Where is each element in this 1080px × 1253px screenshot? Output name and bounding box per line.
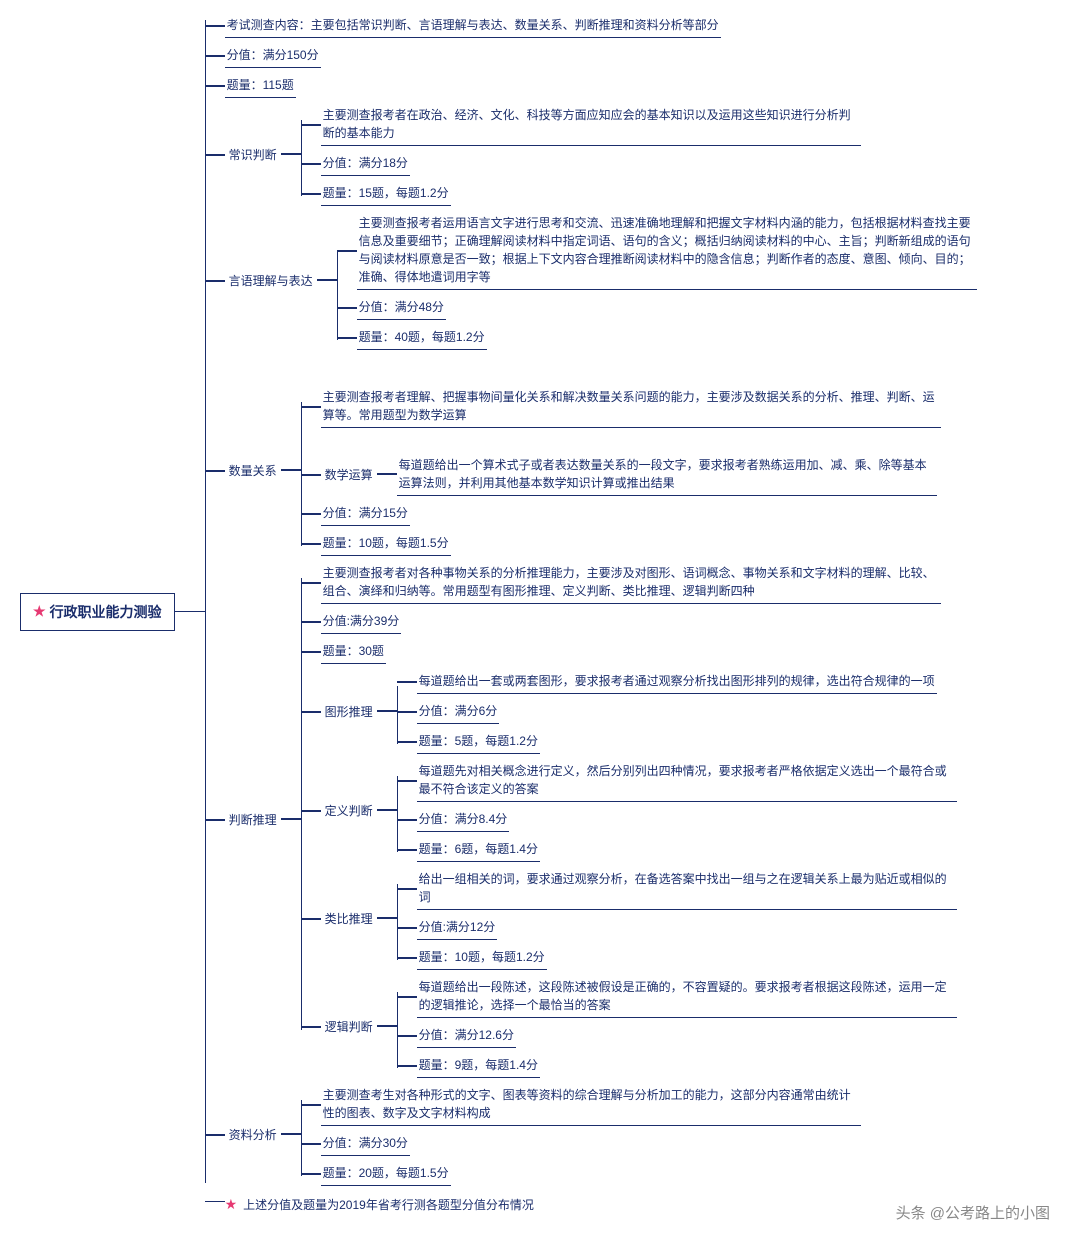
mindmap-root-container: ★ 行政职业能力测验 考试测查内容：主要包括常识判断、言语理解与表达、数量关系、… [20,10,1060,1213]
yanyu-score: 分值：满分48分 [357,294,446,320]
dingyi-desc: 每道题先对相关概念进行定义，然后分别列出四种情况，要求报考者严格依据定义选出一个… [417,758,957,802]
panduan-score: 分值:满分39分 [321,608,402,634]
changshi-children: 主要测查报考者在政治、经济、文化、科技等方面应知应会的基本知识以及运用这些知识进… [301,100,861,208]
shuxue-label: 数学运算 [321,466,377,483]
dingyi-count: 题量：6题，每题1.4分 [417,836,540,862]
total-score: 分值：满分150分 [225,42,321,68]
section-changshi: 常识判断 主要测查报考者在政治、经济、文化、科技等方面应知应会的基本知识以及运用… [225,100,977,208]
changshi-label: 常识判断 [225,146,281,163]
root-label: 行政职业能力测验 [50,602,162,622]
exam-content-row: 考试测查内容：主要包括常识判断、言语理解与表达、数量关系、判断推理和资料分析等部… [225,10,977,40]
leibi-score: 分值:满分12分 [417,914,498,940]
footnote: ★ 上述分值及题量为2019年省考行测各题型分值分布情况 [225,1196,534,1213]
footnote-row: ★ 上述分值及题量为2019年省考行测各题型分值分布情况 [225,1188,977,1213]
luoji-desc: 每道题给出一段陈述，这段陈述被假设是正确的，不容置疑的。要求报考者根据这段陈述，… [417,974,957,1018]
star-icon: ★ [33,603,46,620]
sub-dingyi: 定义判断 每道题先对相关概念进行定义，然后分别列出四种情况，要求报考者严格依据定… [321,756,957,864]
tuxing-desc: 每道题给出一套或两套图形，要求报考者通过观察分析找出图形排列的规律，选出符合规律… [417,668,937,694]
shuliang-score: 分值：满分15分 [321,500,410,526]
panduan-children: 主要测查报考者对各种事物关系的分析推理能力，主要涉及对图形、语词概念、事物关系和… [301,558,957,1080]
sub-leibi: 类比推理 给出一组相关的词，要求通过观察分析，在备选答案中找出一组与之在逻辑关系… [321,864,957,972]
level1-group: 考试测查内容：主要包括常识判断、言语理解与表达、数量关系、判断推理和资料分析等部… [205,10,977,1213]
tuxing-count: 题量：5题，每题1.2分 [417,728,540,754]
section-yanyu: 言语理解与表达 主要测查报考者运用语言文字进行思考和交流、迅速准确地理解和把握文… [225,208,977,352]
ziliao-label: 资料分析 [225,1126,281,1143]
tuxing-score: 分值：满分6分 [417,698,500,724]
shuliang-label: 数量关系 [225,462,281,479]
shuliang-children: 主要测查报考者理解、把握事物间量化关系和解决数量关系问题的能力，主要涉及数据关系… [301,382,941,558]
yanyu-desc: 主要测查报考者运用语言文字进行思考和交流、迅速准确地理解和把握文字材料内涵的能力… [357,210,977,290]
exam-content: 考试测查内容：主要包括常识判断、言语理解与表达、数量关系、判断推理和资料分析等部… [225,12,721,38]
leibi-label: 类比推理 [321,910,377,927]
leibi-count: 题量：10题，每题1.2分 [417,944,547,970]
dingyi-label: 定义判断 [321,802,377,819]
ziliao-children: 主要测查考生对各种形式的文字、图表等资料的综合理解与分析加工的能力，这部分内容通… [301,1080,861,1188]
panduan-label: 判断推理 [225,811,281,828]
section-ziliao: 资料分析 主要测查考生对各种形式的文字、图表等资料的综合理解与分析加工的能力，这… [225,1080,977,1188]
panduan-desc: 主要测查报考者对各种事物关系的分析推理能力，主要涉及对图形、语词概念、事物关系和… [321,560,941,604]
shuliang-sub: 数学运算 每道题给出一个算术式子或者表达数量关系的一段文字，要求报考者熟练运用加… [321,450,941,498]
total-count: 题量：115题 [225,72,296,98]
footnote-text: 上述分值及题量为2019年省考行测各题型分值分布情况 [243,1196,534,1213]
sub-luoji: 逻辑判断 每道题给出一段陈述，这段陈述被假设是正确的，不容置疑的。要求报考者根据… [321,972,957,1080]
luoji-score: 分值：满分12.6分 [417,1022,516,1048]
yanyu-label: 言语理解与表达 [225,272,317,289]
shuxue-desc: 每道题给出一个算术式子或者表达数量关系的一段文字，要求报考者熟练运用加、减、乘、… [397,452,937,496]
changshi-score: 分值：满分18分 [321,150,410,176]
root-connector [175,611,205,613]
luoji-label: 逻辑判断 [321,1018,377,1035]
leibi-desc: 给出一组相关的词，要求通过观察分析，在备选答案中找出一组与之在逻辑关系上最为贴近… [417,866,957,910]
shuliang-count: 题量：10题，每题1.5分 [321,530,451,556]
tuxing-label: 图形推理 [321,703,377,720]
total-count-row: 题量：115题 [225,70,977,100]
sub-tuxing: 图形推理 每道题给出一套或两套图形，要求报考者通过观察分析找出图形排列的规律，选… [321,666,957,756]
changshi-count: 题量：15题，每题1.2分 [321,180,451,206]
luoji-count: 题量：9题，每题1.4分 [417,1052,540,1078]
star-icon: ★ [225,1196,238,1213]
section-shuliang: 数量关系 主要测查报考者理解、把握事物间量化关系和解决数量关系问题的能力，主要涉… [225,382,977,558]
yanyu-count: 题量：40题，每题1.2分 [357,324,487,350]
changshi-desc: 主要测查报考者在政治、经济、文化、科技等方面应知应会的基本知识以及运用这些知识进… [321,102,861,146]
ziliao-desc: 主要测查考生对各种形式的文字、图表等资料的综合理解与分析加工的能力，这部分内容通… [321,1082,861,1126]
shuliang-desc: 主要测查报考者理解、把握事物间量化关系和解决数量关系问题的能力，主要涉及数据关系… [321,384,941,428]
total-score-row: 分值：满分150分 [225,40,977,70]
ziliao-score: 分值：满分30分 [321,1130,410,1156]
yanyu-children: 主要测查报考者运用语言文字进行思考和交流、迅速准确地理解和把握文字材料内涵的能力… [337,208,977,352]
panduan-count: 题量：30题 [321,638,386,664]
dingyi-score: 分值：满分8.4分 [417,806,510,832]
watermark: 头条 @公考路上的小图 [896,1202,1050,1223]
section-panduan: 判断推理 主要测查报考者对各种事物关系的分析推理能力，主要涉及对图形、语词概念、… [225,558,977,1080]
ziliao-count: 题量：20题，每题1.5分 [321,1160,451,1186]
root-node: ★ 行政职业能力测验 [20,593,175,631]
